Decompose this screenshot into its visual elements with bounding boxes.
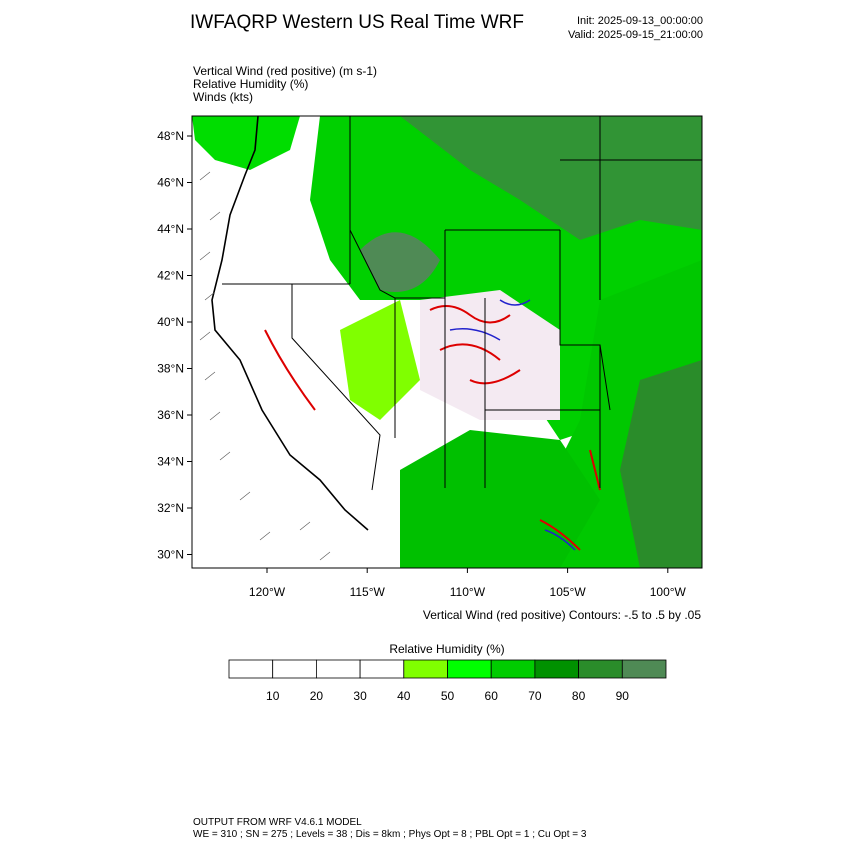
lat-label: 48°N <box>157 129 184 143</box>
lon-label: 120°W <box>249 585 286 599</box>
colorbar-box <box>534 659 580 679</box>
lat-label: 38°N <box>157 362 184 376</box>
colorbar-label: 70 <box>528 689 542 703</box>
colorbar-box <box>447 659 492 679</box>
humidity-area <box>192 116 300 170</box>
lon-label: 115°W <box>350 585 386 599</box>
init-time: Init: 2025-09-13_00:00:00 <box>577 15 703 27</box>
lat-label: 34°N <box>157 455 184 469</box>
humidity-area <box>340 300 420 420</box>
lon-label: 110°W <box>450 585 486 599</box>
map <box>191 115 703 569</box>
colorbar-box <box>621 659 667 679</box>
lat-label: 32°N <box>157 501 184 515</box>
vertical-wind-contours <box>264 305 601 551</box>
vertical-wind-zone <box>420 290 560 420</box>
map-fields <box>192 116 702 568</box>
colorbar-box <box>403 659 448 679</box>
lat-label: 42°N <box>157 269 184 283</box>
colorbar-box <box>228 659 274 679</box>
field-label: Vertical Wind (red positive) (m s-1) <box>193 64 377 78</box>
colorbar-label: 20 <box>310 689 324 703</box>
colorbar-label: 90 <box>616 689 630 703</box>
footer-line: OUTPUT FROM WRF V4.6.1 MODEL <box>193 817 362 828</box>
title: IWFAQRP Western US Real Time WRF <box>190 12 524 33</box>
colorbar-label: 40 <box>397 689 411 703</box>
lat-label: 36°N <box>157 408 184 422</box>
colorbar-label: 80 <box>572 689 586 703</box>
humidity-area <box>620 360 702 568</box>
field-label: Relative Humidity (%) <box>193 77 308 91</box>
humidity-area <box>400 116 702 240</box>
colorbar-label: 10 <box>266 689 280 703</box>
colorbar-box <box>490 659 536 679</box>
lat-label: 40°N <box>157 315 184 329</box>
humidity-area <box>360 232 440 292</box>
humidity-area <box>400 430 600 568</box>
colorbar-box <box>359 659 405 679</box>
colorbar-box <box>578 659 623 679</box>
colorbar-label: 30 <box>353 689 367 703</box>
colorbar-label: 60 <box>485 689 499 703</box>
lat-label: 44°N <box>157 222 184 236</box>
colorbar-title: Relative Humidity (%) <box>389 642 504 656</box>
footer-line: WE = 310 ; SN = 275 ; Levels = 38 ; Dis … <box>193 829 587 840</box>
contour-note: Vertical Wind (red positive) Contours: -… <box>423 608 701 622</box>
lat-label: 46°N <box>157 176 184 190</box>
lon-label: 105°W <box>550 585 587 599</box>
state-borders <box>222 116 702 491</box>
colorbar-box <box>315 659 361 679</box>
valid-time: Valid: 2025-09-15_21:00:00 <box>568 29 703 41</box>
lat-label: 30°N <box>157 548 184 562</box>
field-label: Winds (kts) <box>193 90 253 104</box>
lon-label: 100°W <box>650 585 687 599</box>
map-frame <box>191 115 703 569</box>
coastline <box>211 116 369 531</box>
wind-barbs <box>199 171 331 561</box>
vertical-wind-contours <box>449 299 576 551</box>
colorbar-label: 50 <box>441 689 455 703</box>
colorbar-box <box>272 659 317 679</box>
